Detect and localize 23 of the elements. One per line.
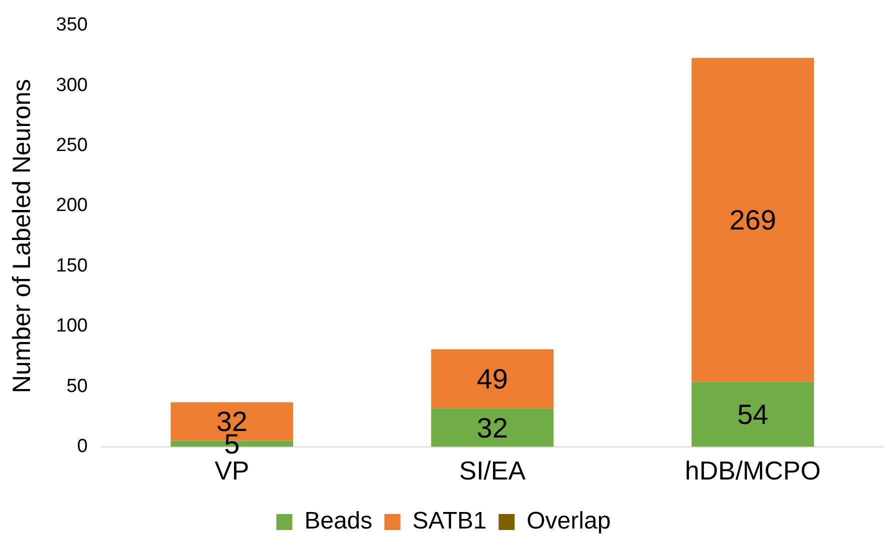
legend-label: Beads [304,508,372,535]
x-tick-label: VP [214,456,250,486]
y-tick-label: 250 [56,135,88,156]
x-tick-label: SI/EA [459,456,526,486]
bar [431,408,554,447]
data-label: 49 [476,363,508,394]
x-tick-label: hDB/MCPO [684,456,821,486]
data-label: 269 [729,204,776,236]
bar [692,382,814,447]
legend-label: Overlap [526,508,611,535]
legend-label: SATB1 [412,508,487,535]
bar [431,349,554,408]
y-axis-title: Number of Labeled Neurons [8,79,36,394]
y-tick-label: 50 [66,376,88,397]
bar [692,58,814,382]
data-label: 54 [737,399,768,430]
y-tick-label: 0 [77,436,88,458]
y-tick-label: 100 [56,316,88,337]
y-tick-label: 150 [56,255,88,276]
y-tick-label: 300 [56,74,88,96]
data-label: 32 [476,412,508,444]
y-tick-label: 350 [56,14,88,36]
y-tick-label: 200 [56,195,88,216]
